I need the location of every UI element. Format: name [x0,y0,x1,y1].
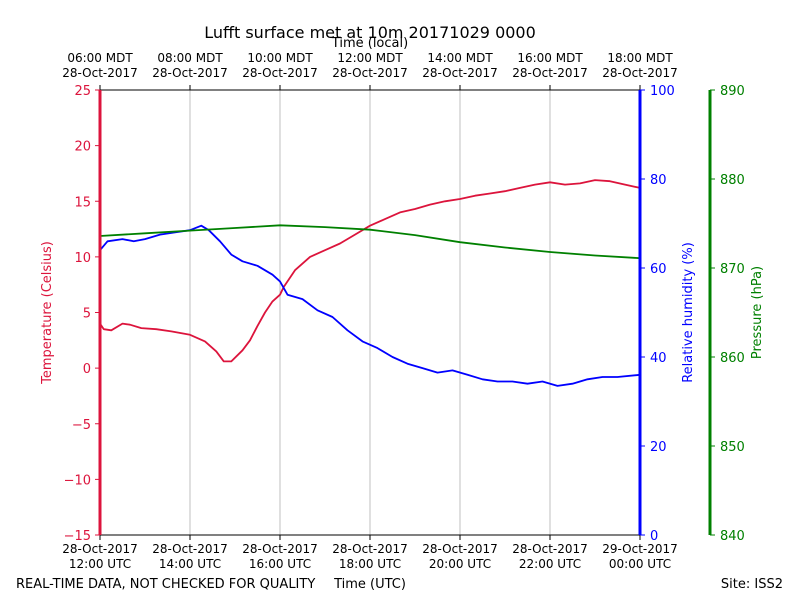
x-tick-label: 18:00 UTC [339,557,401,571]
temperature-tick-label: 15 [74,195,91,210]
temperature-tick-label: −5 [72,418,91,433]
temperature-line [99,179,641,363]
top-tick-label: 08:00 MDT [157,51,223,65]
series-group [99,179,641,387]
x-tick-label: 28-Oct-2017 [242,542,318,556]
x-tick-label: 14:00 UTC [159,557,221,571]
x-tick-label: 28-Oct-2017 [512,542,588,556]
humidity-tick-label: 80 [650,173,667,188]
top-tick-label: 06:00 MDT [67,51,133,65]
humidity-axis-label: Relative humidity (%) [681,242,696,383]
pressure-tick-label: 850 [720,440,745,455]
x-tick-label: 00:00 UTC [609,557,671,571]
humidity-tick-label: 20 [650,440,667,455]
humidity-tick-label: 0 [650,529,658,544]
pressure-tick-label: 890 [720,84,745,99]
top-tick-label: 28-Oct-2017 [602,66,678,80]
pressure-tick-label: 860 [720,351,745,366]
top-tick-label: 28-Oct-2017 [422,66,498,80]
top-tick-label: 14:00 MDT [427,51,493,65]
site-label: Site: ISS2 [721,577,783,592]
top-tick-label: 16:00 MDT [517,51,583,65]
top-tick-label: 28-Oct-2017 [512,66,588,80]
temperature-tick-label: −15 [64,529,91,544]
humidity-tick-label: 60 [650,262,667,277]
grid-lines [189,90,551,535]
axes-frame [98,89,712,536]
x-tick-label: 28-Oct-2017 [62,542,138,556]
x-tick-label: 16:00 UTC [249,557,311,571]
top-tick-label: 28-Oct-2017 [242,66,318,80]
x-tick-label: 28-Oct-2017 [152,542,228,556]
pressure-axis-label: Pressure (hPa) [750,266,765,359]
x-tick-label: 20:00 UTC [429,557,491,571]
top-tick-label: 28-Oct-2017 [332,66,408,80]
x-tick-label: 28-Oct-2017 [422,542,498,556]
top-axis-label: Time (local) [331,36,408,51]
humidity-tick-label: 100 [650,84,675,99]
x-tick-label: 29-Oct-2017 [602,542,678,556]
x-tick-label: 22:00 UTC [519,557,581,571]
pressure-tick-label: 840 [720,529,745,544]
temperature-tick-label: 25 [74,84,91,99]
pressure-line [99,224,641,260]
top-tick-label: 12:00 MDT [337,51,403,65]
temperature-tick-label: 20 [74,140,91,155]
temperature-tick-label: −10 [64,473,91,488]
x-tick-label: 28-Oct-2017 [332,542,408,556]
temperature-tick-label: 5 [83,307,91,322]
temperature-tick-label: 10 [74,251,91,266]
pressure-tick-label: 880 [720,173,745,188]
top-tick-label: 10:00 MDT [247,51,313,65]
pressure-tick-label: 870 [720,262,745,277]
top-tick-label: 28-Oct-2017 [152,66,228,80]
top-tick-label: 28-Oct-2017 [62,66,138,80]
humidity-tick-label: 40 [650,351,667,366]
quality-notice: REAL-TIME DATA, NOT CHECKED FOR QUALITY [16,577,315,592]
x-axis-label: Time (UTC) [333,577,406,592]
temperature-axis-label: Temperature (Celsius) [40,241,55,385]
temperature-tick-label: 0 [83,362,91,377]
chart-title: Lufft surface met at 10m 20171029 0000 [204,23,536,42]
top-tick-label: 18:00 MDT [607,51,673,65]
x-tick-label: 12:00 UTC [69,557,131,571]
